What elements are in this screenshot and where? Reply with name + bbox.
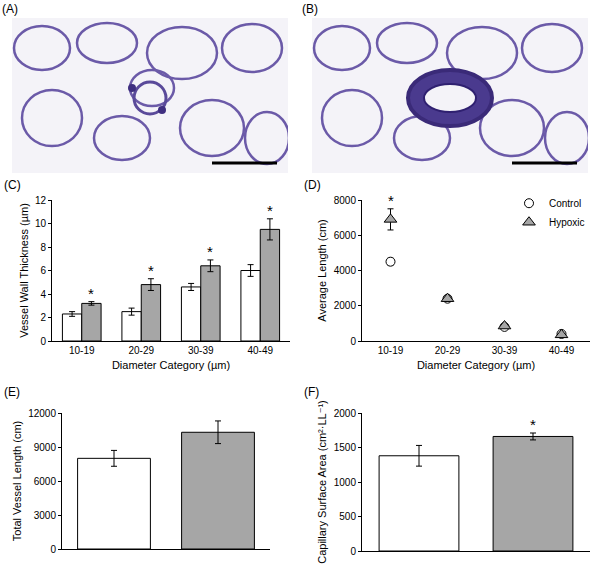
html-text:(E): (E) — [4, 385, 20, 399]
svg-text:12: 12 — [35, 195, 47, 206]
svg-text:40-49: 40-49 — [247, 345, 273, 356]
svg-text:*: * — [388, 192, 394, 209]
svg-text:3000: 3000 — [34, 510, 57, 521]
svg-text:30-39: 30-39 — [188, 345, 214, 356]
html-text:(F): (F) — [304, 385, 320, 399]
svg-text:6000: 6000 — [34, 476, 57, 487]
html-text:(B): (B) — [302, 2, 318, 16]
svg-text:Hypoxic: Hypoxic — [549, 217, 585, 228]
html-text:(C): (C) — [4, 178, 21, 192]
svg-text:Diameter Category (µm): Diameter Category (µm) — [417, 359, 535, 371]
svg-text:*: * — [88, 285, 94, 302]
svg-text:30-39: 30-39 — [492, 345, 518, 356]
svg-text:8000: 8000 — [334, 195, 357, 206]
svg-text:4: 4 — [40, 289, 46, 300]
svg-text:0: 0 — [50, 544, 56, 555]
svg-text:20-29: 20-29 — [435, 345, 461, 356]
svg-text:2: 2 — [40, 312, 46, 323]
svg-text:2000: 2000 — [334, 408, 357, 419]
svg-text:*: * — [530, 416, 536, 433]
svg-text:1000: 1000 — [334, 477, 357, 488]
svg-text:Diameter Category (µm): Diameter Category (µm) — [112, 359, 230, 371]
svg-text:Capillary Surface Area (cm²·LL: Capillary Surface Area (cm²·LL⁻¹) — [316, 400, 328, 564]
svg-text:10: 10 — [35, 218, 47, 229]
svg-text:Average Length (cm): Average Length (cm) — [316, 219, 328, 322]
svg-text:4000: 4000 — [334, 265, 357, 276]
svg-text:20-29: 20-29 — [128, 345, 154, 356]
svg-text:Control: Control — [549, 198, 581, 209]
svg-text:6000: 6000 — [334, 230, 357, 241]
html-text:(D): (D) — [304, 178, 321, 192]
svg-text:40-49: 40-49 — [549, 345, 575, 356]
svg-text:*: * — [207, 243, 213, 260]
svg-text:0: 0 — [350, 546, 356, 557]
svg-text:*: * — [148, 262, 154, 279]
svg-text:*: * — [267, 202, 273, 219]
svg-text:9000: 9000 — [34, 442, 57, 453]
svg-text:1500: 1500 — [334, 442, 357, 453]
svg-text:Vessel Wall Thickness (µm): Vessel Wall Thickness (µm) — [18, 203, 30, 338]
svg-text:0: 0 — [350, 336, 356, 347]
html-text:(A): (A) — [2, 2, 18, 16]
svg-text:500: 500 — [339, 511, 356, 522]
svg-text:12000: 12000 — [28, 408, 56, 419]
svg-text:Total Vessel Length (cm): Total Vessel Length (cm) — [11, 421, 23, 541]
svg-text:0: 0 — [40, 336, 46, 347]
svg-text:2000: 2000 — [334, 300, 357, 311]
svg-text:10-19: 10-19 — [69, 345, 95, 356]
svg-text:10-19: 10-19 — [378, 345, 404, 356]
svg-text:6: 6 — [40, 265, 46, 276]
svg-text:8: 8 — [40, 242, 46, 253]
